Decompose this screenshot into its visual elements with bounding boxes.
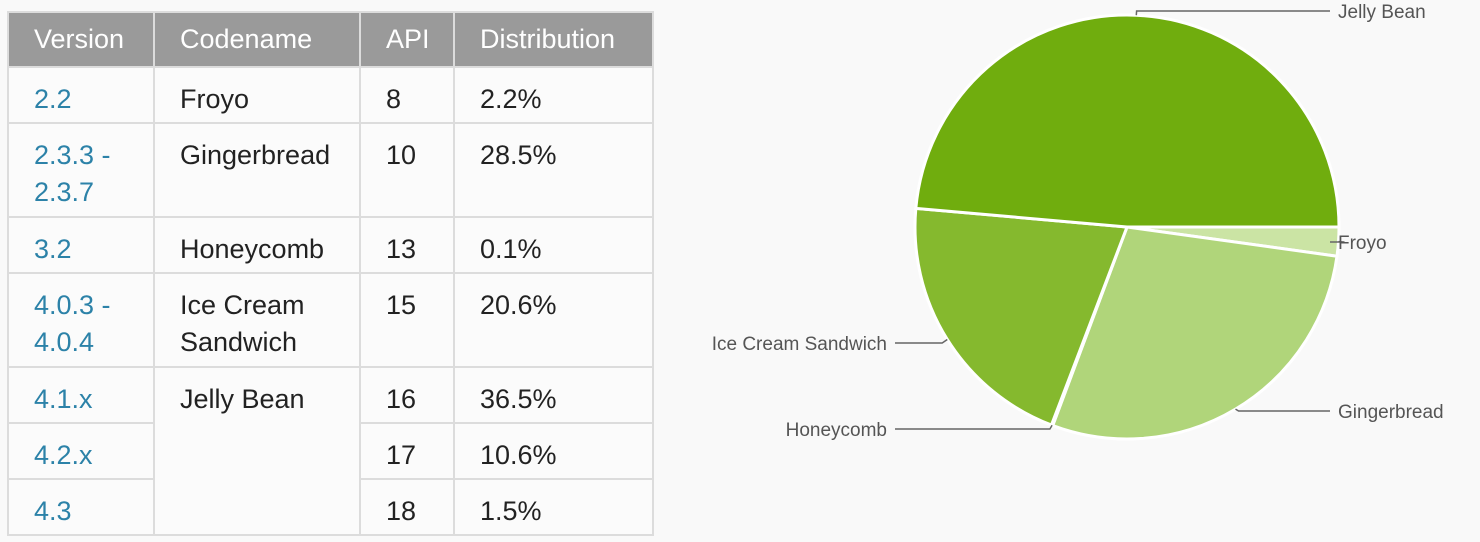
- leader-line: [1235, 408, 1330, 412]
- version-cell[interactable]: 2.3.3 - 2.3.7: [7, 122, 155, 218]
- api-cell: 15: [359, 272, 455, 368]
- pie-slice-ice-cream-sandwich: [913, 206, 1129, 427]
- table-header-row: Version Codename API Distribution: [7, 11, 654, 68]
- leader-line: [895, 338, 948, 344]
- table-row: 4.1.x Jelly Bean 16 36.5%: [7, 366, 654, 536]
- version-cell[interactable]: 3.2: [7, 216, 155, 274]
- api-cell: 8: [359, 66, 455, 124]
- pie-slice-jelly-bean: [914, 13, 1341, 229]
- version-cell[interactable]: 4.1.x: [7, 366, 155, 424]
- slice-label: Honeycomb: [786, 420, 887, 441]
- codename-cell: Honeycomb: [153, 216, 361, 274]
- header-distribution: Distribution: [453, 11, 654, 68]
- slice-label: Jelly Bean: [1338, 2, 1426, 23]
- codename-cell: Gingerbread: [153, 122, 361, 218]
- table-row: 4.0.3 - 4.0.4 Ice Cream Sandwich 15 20.6…: [7, 272, 654, 368]
- leader-line: [895, 424, 1053, 430]
- header-api: API: [359, 11, 455, 68]
- table-row: 3.2 Honeycomb 13 0.1%: [7, 216, 654, 274]
- distribution-table: Version Codename API Distribution 2.2 Fr…: [7, 11, 654, 536]
- codename-cell: Froyo: [153, 66, 361, 124]
- api-cell: 10: [359, 122, 455, 218]
- header-version: Version: [7, 11, 155, 68]
- slice-label: Ice Cream Sandwich: [712, 334, 887, 355]
- slice-label: Froyo: [1338, 233, 1387, 254]
- distribution-cell: 28.5%: [453, 122, 654, 218]
- api-cell: 13: [359, 216, 455, 274]
- distribution-cell: 20.6%: [453, 272, 654, 368]
- distribution-pie-chart: Froyo Gingerbread Honeycomb Ice Cream Sandw…: [712, 2, 1444, 441]
- api-cell: 18: [359, 478, 455, 536]
- table-row: 4.2.x 17 10.6%: [7, 422, 654, 480]
- version-cell[interactable]: 4.0.3 - 4.0.4: [7, 272, 155, 368]
- table-row: 4.3 18 1.5%: [7, 478, 654, 536]
- distribution-cell: 36.5%: [453, 366, 654, 424]
- distribution-cell: 10.6%: [453, 422, 654, 480]
- api-cell: 16: [359, 366, 455, 424]
- codename-cell: Ice Cream Sandwich: [153, 272, 361, 368]
- distribution-cell: 0.1%: [453, 216, 654, 274]
- version-cell[interactable]: 4.3: [7, 478, 155, 536]
- distribution-cell: 2.2%: [453, 66, 654, 124]
- table-row: 2.2 Froyo 8 2.2%: [7, 66, 654, 124]
- header-codename: Codename: [153, 11, 361, 68]
- table-row: 2.3.3 - 2.3.7 Gingerbread 10 28.5%: [7, 122, 654, 218]
- version-cell[interactable]: 4.2.x: [7, 422, 155, 480]
- leader-line: [1135, 10, 1330, 16]
- slice-label: Gingerbread: [1338, 402, 1444, 423]
- distribution-cell: 1.5%: [453, 478, 654, 536]
- api-cell: 17: [359, 422, 455, 480]
- codename-cell: Jelly Bean: [153, 366, 361, 536]
- version-cell[interactable]: 2.2: [7, 66, 155, 124]
